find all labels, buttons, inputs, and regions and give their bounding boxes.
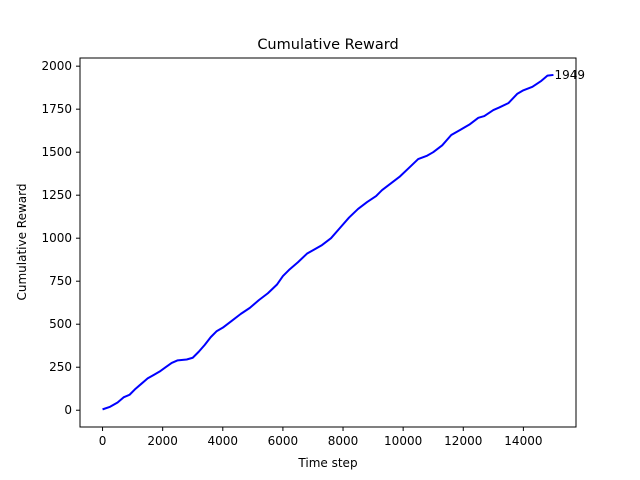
y-tick-label: 1750 xyxy=(41,102,72,116)
chart-title: Cumulative Reward xyxy=(257,37,398,53)
y-tick-label: 0 xyxy=(64,403,72,417)
x-tick-label: 10000 xyxy=(384,434,422,448)
series-line-cumulative-reward xyxy=(102,73,554,411)
y-tick-label: 250 xyxy=(49,360,72,374)
x-tick-label: 0 xyxy=(99,434,107,448)
x-axis: 0 2000 4000 6000 8000 10000 12000 14000 xyxy=(99,427,542,448)
y-tick-label: 2000 xyxy=(41,59,72,73)
annotation-final-value: 1949 xyxy=(554,68,585,82)
x-tick-label: 4000 xyxy=(208,434,239,448)
y-tick-label: 1000 xyxy=(41,231,72,245)
y-tick-label: 1500 xyxy=(41,145,72,159)
y-tick-label: 500 xyxy=(49,317,72,331)
x-tick-label: 14000 xyxy=(504,434,542,448)
x-tick-label: 2000 xyxy=(147,434,178,448)
plot-area-frame xyxy=(79,57,577,428)
y-tick-label: 1250 xyxy=(41,188,72,202)
y-tick-label: 750 xyxy=(49,274,72,288)
y-axis: 0 250 500 750 1000 1250 1500 1750 2000 xyxy=(41,59,80,417)
annotations: 1949 xyxy=(554,68,585,82)
x-tick-label: 12000 xyxy=(444,434,482,448)
y-axis-label: Cumulative Reward xyxy=(15,184,29,301)
x-tick-label: 6000 xyxy=(268,434,299,448)
x-tick-label: 8000 xyxy=(328,434,359,448)
x-axis-label: Time step xyxy=(297,456,357,470)
